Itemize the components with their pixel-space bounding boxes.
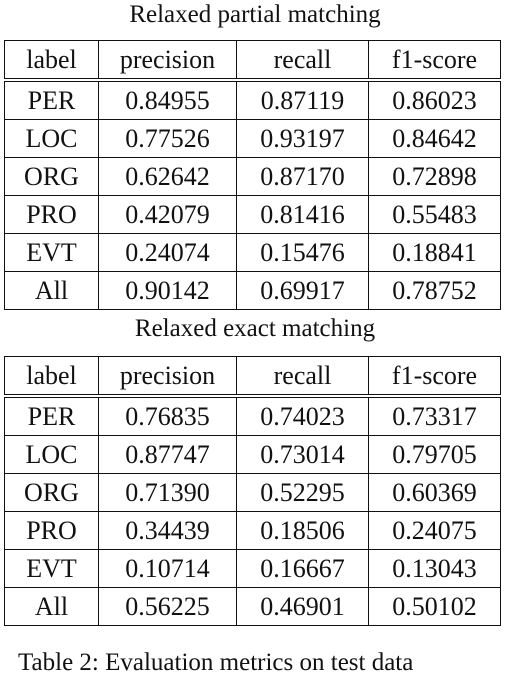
metric-cell: 0.50102	[368, 587, 501, 626]
metric-cell: 0.74023	[236, 395, 369, 436]
metric-cell: 0.93197	[236, 119, 369, 158]
metric-cell: 0.86023	[368, 79, 501, 120]
header-row: label precision recall f1-score	[4, 356, 501, 398]
metric-cell: 0.69917	[236, 271, 369, 310]
column-header: f1-score	[368, 40, 501, 82]
metric-cell: 0.87119	[236, 79, 369, 120]
column-header: f1-score	[368, 356, 501, 398]
table-row: PER 0.84955 0.87119 0.86023	[4, 79, 501, 120]
column-header: recall	[236, 356, 369, 398]
row-label-cell: All	[4, 271, 99, 310]
metric-cell: 0.84642	[368, 119, 501, 158]
metric-cell: 0.71390	[98, 473, 237, 512]
metric-cell: 0.87170	[236, 157, 369, 196]
metric-cell: 0.46901	[236, 587, 369, 626]
table-row: All 0.90142 0.69917 0.78752	[4, 271, 501, 310]
column-header: recall	[236, 40, 369, 82]
metric-cell: 0.34439	[98, 511, 237, 550]
row-label-cell: EVT	[4, 549, 99, 588]
metric-cell: 0.18841	[368, 233, 501, 272]
metric-cell: 0.78752	[368, 271, 501, 310]
table-row: EVT 0.24074 0.15476 0.18841	[4, 233, 501, 272]
table-row: PRO 0.42079 0.81416 0.55483	[4, 195, 501, 234]
row-label-cell: LOC	[4, 119, 99, 158]
header-row: label precision recall f1-score	[4, 40, 501, 82]
table-row: PER 0.76835 0.74023 0.73317	[4, 395, 501, 436]
row-label-cell: PRO	[4, 511, 99, 550]
table-row: All 0.56225 0.46901 0.50102	[4, 587, 501, 626]
table-row: EVT 0.10714 0.16667 0.13043	[4, 549, 501, 588]
row-label-cell: All	[4, 587, 99, 626]
metric-cell: 0.24074	[98, 233, 237, 272]
metric-cell: 0.72898	[368, 157, 501, 196]
metric-cell: 0.56225	[98, 587, 237, 626]
row-label-cell: PER	[4, 79, 99, 120]
table-title-exact: Relaxed exact matching	[134, 315, 376, 342]
metric-cell: 0.62642	[98, 157, 237, 196]
column-header: precision	[98, 40, 237, 82]
metric-cell: 0.60369	[368, 473, 501, 512]
table-caption: Table 2: Evaluation metrics on test data	[18, 649, 414, 676]
metric-cell: 0.16667	[236, 549, 369, 588]
metric-cell: 0.13043	[368, 549, 501, 588]
exact-matching-table: label precision recall f1-score PER 0.76835 0.…	[4, 356, 501, 626]
metric-cell: 0.52295	[236, 473, 369, 512]
metric-cell: 0.15476	[236, 233, 369, 272]
metric-cell: 0.79705	[368, 435, 501, 474]
table-row: ORG 0.71390 0.52295 0.60369	[4, 473, 501, 512]
column-header: label	[4, 40, 99, 82]
row-label-cell: LOC	[4, 435, 99, 474]
metric-cell: 0.76835	[98, 395, 237, 436]
metric-cell: 0.77526	[98, 119, 237, 158]
metric-cell: 0.90142	[98, 271, 237, 310]
column-header: precision	[98, 356, 237, 398]
table-row: PRO 0.34439 0.18506 0.24075	[4, 511, 501, 550]
metric-cell: 0.42079	[98, 195, 237, 234]
row-label-cell: ORG	[4, 473, 99, 512]
row-label-cell: PRO	[4, 195, 99, 234]
row-label-cell: EVT	[4, 233, 99, 272]
row-label-cell: PER	[4, 395, 99, 436]
column-header: label	[4, 356, 99, 398]
metric-cell: 0.73317	[368, 395, 501, 436]
table-row: LOC 0.87747 0.73014 0.79705	[4, 435, 501, 474]
table-title-partial: Relaxed partial matching	[129, 1, 381, 28]
row-label-cell: ORG	[4, 157, 99, 196]
table-row: LOC 0.77526 0.93197 0.84642	[4, 119, 501, 158]
metric-cell: 0.84955	[98, 79, 237, 120]
metric-cell: 0.87747	[98, 435, 237, 474]
metric-cell: 0.24075	[368, 511, 501, 550]
partial-matching-table: label precision recall f1-score PER 0.84955 0.…	[4, 40, 501, 310]
metric-cell: 0.81416	[236, 195, 369, 234]
metric-cell: 0.10714	[98, 549, 237, 588]
table-row: ORG 0.62642 0.87170 0.72898	[4, 157, 501, 196]
metric-cell: 0.55483	[368, 195, 501, 234]
metric-cell: 0.73014	[236, 435, 369, 474]
metric-cell: 0.18506	[236, 511, 369, 550]
